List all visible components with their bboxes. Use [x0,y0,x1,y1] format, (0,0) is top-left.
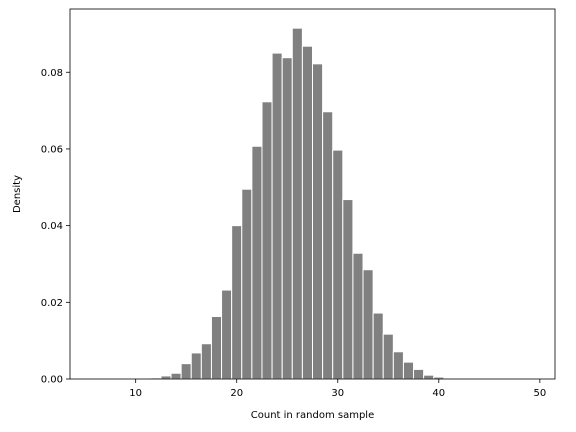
histogram-bar [322,111,334,380]
histogram-bar [210,316,223,380]
histogram-bar [301,45,314,380]
y-tick-label: 0.08 [41,68,63,79]
histogram-bar [261,101,273,380]
bars-group [140,27,455,380]
y-axis-label: Density [12,175,23,213]
y-ticks: 0.00 0.02 0.04 0.06 0.08 [41,68,70,386]
histogram-bar [362,269,374,380]
y-tick-label: 0.00 [41,375,63,386]
histogram-bar [402,361,415,380]
histogram-bar [382,333,394,380]
histogram-bar [332,149,344,380]
histogram-bar [413,368,425,380]
y-tick-label: 0.04 [41,221,63,232]
histogram-bar [200,343,212,380]
x-tick-label: 50 [533,388,546,399]
histogram-bar [180,363,192,380]
histogram-bar [312,63,324,380]
histogram-bar [221,289,233,380]
histogram-bar [342,199,354,380]
histogram-bar [231,225,243,380]
x-ticks: 10 20 30 40 50 [129,379,546,399]
histogram-bar [241,188,253,380]
axes-frame [69,8,556,380]
histogram-bar [271,52,283,380]
y-tick-label: 0.06 [41,144,63,155]
x-tick-label: 30 [331,388,344,399]
histogram-bar [352,252,364,380]
histogram-bar [160,375,172,380]
histogram-bar [170,372,182,380]
histogram-bar [423,374,435,380]
histogram-bar [372,312,384,380]
histogram-bar [281,57,293,380]
x-tick-label: 10 [129,388,142,399]
histogram-bar [392,351,404,380]
y-tick-label: 0.02 [41,298,63,309]
x-tick-label: 40 [432,388,445,399]
histogram-bar [190,352,202,380]
x-axis-label: Count in random sample [251,410,375,421]
histogram-bar [251,145,263,380]
x-tick-label: 20 [230,388,243,399]
histogram-bar [291,27,303,380]
